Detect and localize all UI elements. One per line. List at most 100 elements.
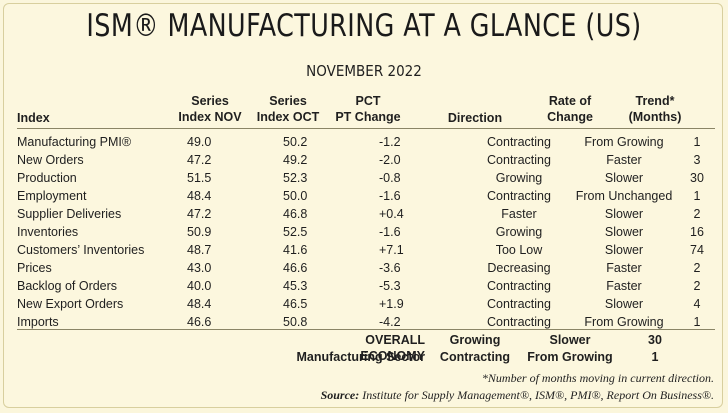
cell-trend: 30 <box>690 171 704 185</box>
cell-direction: Contracting <box>487 315 551 329</box>
cell-pct-change: -4.2 <box>379 315 401 329</box>
source-text: Institute for Supply Management®, ISM®, … <box>362 388 714 402</box>
cell-index: New Orders <box>17 153 84 167</box>
table-row: Manufacturing PMI® 49.0 50.2 -1.2 Contractin… <box>17 133 715 151</box>
cell-trend: 4 <box>693 297 701 311</box>
cell-rate-of-change: From Unchanged <box>575 189 673 203</box>
table-row: Production 51.5 52.3 -0.8 Growing Slower 30 <box>17 169 715 187</box>
cell-index: Customers’ Inventories <box>17 243 145 257</box>
cell-trend: 2 <box>693 279 701 293</box>
cell-oct: 45.3 <box>283 279 308 293</box>
source-label: Source: <box>320 388 360 402</box>
cell-oct: 52.3 <box>283 171 308 185</box>
cell-direction: Contracting <box>487 189 551 203</box>
cell-trend: 16 <box>690 225 704 239</box>
footnote: *Number of months moving in current dire… <box>481 371 714 385</box>
cell-trend: 2 <box>693 261 701 275</box>
cell-nov: 48.4 <box>187 297 212 311</box>
cell-rate-of-change: Slower <box>604 225 644 239</box>
table-row: Backlog of Orders 40.0 45.3 -5.3 Contracting… <box>17 277 715 295</box>
cell-pct-change: -2.0 <box>379 153 401 167</box>
source-line: Source: Institute for Supply Management®… <box>321 388 714 403</box>
cell-nov: 47.2 <box>187 153 212 167</box>
cell-oct: 49.2 <box>283 153 308 167</box>
header-oct: Series Index OCT <box>256 94 320 124</box>
cell-index: Inventories <box>17 225 79 239</box>
summary-sector-rate: From Growing <box>527 350 613 364</box>
cell-index: Manufacturing PMI® <box>17 135 132 149</box>
cell-rate-of-change: Faster <box>606 153 642 167</box>
table-row: Imports 46.6 50.8 -4.2 Contracting From Growi… <box>17 313 715 331</box>
cell-rate-of-change: From Growing <box>584 135 664 149</box>
summary-sector-trend: 1 <box>651 350 659 364</box>
header-direction: Direction <box>447 111 503 125</box>
cell-direction: Faster <box>501 207 537 221</box>
cell-trend: 1 <box>693 315 701 329</box>
table-bottom-rule <box>17 329 715 330</box>
cell-index: Imports <box>17 315 59 329</box>
cell-nov: 43.0 <box>187 261 212 275</box>
cell-direction: Too Low <box>495 243 543 257</box>
cell-index: Supplier Deliveries <box>17 207 122 221</box>
table-row: Inventories 50.9 52.5 -1.6 Growing Slower 16 <box>17 223 715 241</box>
cell-rate-of-change: Faster <box>606 261 642 275</box>
summary-sector-direction: Contracting <box>439 350 511 364</box>
header-rule <box>17 128 715 129</box>
table-row: Prices 43.0 46.6 -3.6 Decreasing Faster 2 <box>17 259 715 277</box>
summary-overall-trend: 30 <box>648 333 662 347</box>
cell-trend: 1 <box>693 135 701 149</box>
summary-overall-direction: Growing <box>449 333 501 347</box>
cell-oct: 46.6 <box>283 261 308 275</box>
header-index: Index <box>17 111 50 125</box>
cell-index: Prices <box>17 261 52 275</box>
header-nov: Series Index NOV <box>178 94 242 124</box>
cell-index: New Export Orders <box>17 297 124 311</box>
cell-direction: Contracting <box>487 297 551 311</box>
cell-nov: 46.6 <box>187 315 212 329</box>
cell-pct-change: -1.6 <box>379 189 401 203</box>
cell-oct: 46.5 <box>283 297 308 311</box>
cell-pct-change: -3.6 <box>379 261 401 275</box>
cell-nov: 51.5 <box>187 171 212 185</box>
cell-nov: 40.0 <box>187 279 212 293</box>
cell-pct-change: +0.4 <box>379 207 404 221</box>
cell-pct-change: -1.2 <box>379 135 401 149</box>
cell-nov: 48.4 <box>187 189 212 203</box>
cell-index: Backlog of Orders <box>17 279 118 293</box>
cell-oct: 50.0 <box>283 189 308 203</box>
cell-direction: Contracting <box>487 279 551 293</box>
header-chg: PCT PT Change <box>335 94 401 124</box>
summary-sector-label: Manufacturing Sector <box>296 350 426 364</box>
table-row: New Orders 47.2 49.2 -2.0 Contracting Faster 3 <box>17 151 715 169</box>
cell-oct: 41.6 <box>283 243 308 257</box>
cell-index: Production <box>17 171 77 185</box>
summary-overall-label: OVERALL ECONOMY <box>360 333 425 363</box>
cell-rate-of-change: Slower <box>604 171 644 185</box>
table-row: Employment 48.4 50.0 -1.6 Contracting From Un… <box>17 187 715 205</box>
cell-nov: 48.7 <box>187 243 212 257</box>
page-subtitle: NOVEMBER 2022 <box>306 62 422 80</box>
cell-trend: 74 <box>690 243 704 257</box>
cell-oct: 50.8 <box>283 315 308 329</box>
cell-direction: Growing <box>495 171 543 185</box>
table-row: Supplier Deliveries 47.2 46.8 +0.4 Faster Slo… <box>17 205 715 223</box>
cell-index: Employment <box>17 189 87 203</box>
cell-rate-of-change: From Growing <box>584 315 664 329</box>
cell-pct-change: +1.9 <box>379 297 404 311</box>
cell-nov: 50.9 <box>187 225 212 239</box>
cell-direction: Decreasing <box>487 261 551 275</box>
cell-pct-change: +7.1 <box>379 243 404 257</box>
table-row: New Export Orders 48.4 46.5 +1.9 Contracting… <box>17 295 715 313</box>
cell-rate-of-change: Slower <box>604 243 644 257</box>
cell-trend: 3 <box>693 153 701 167</box>
cell-direction: Growing <box>495 225 543 239</box>
cell-rate-of-change: Slower <box>604 207 644 221</box>
table-row: Customers’ Inventories 48.7 41.6 +7.1 Too Lo… <box>17 241 715 259</box>
cell-pct-change: -0.8 <box>379 171 401 185</box>
cell-rate-of-change: Slower <box>604 297 644 311</box>
cell-rate-of-change: Faster <box>606 279 642 293</box>
header-trend: Trend* (Months) <box>628 94 682 124</box>
index-table: Manufacturing PMI® 49.0 50.2 -1.2 Contractin… <box>17 133 715 331</box>
cell-nov: 47.2 <box>187 207 212 221</box>
summary-panel <box>3 3 723 408</box>
